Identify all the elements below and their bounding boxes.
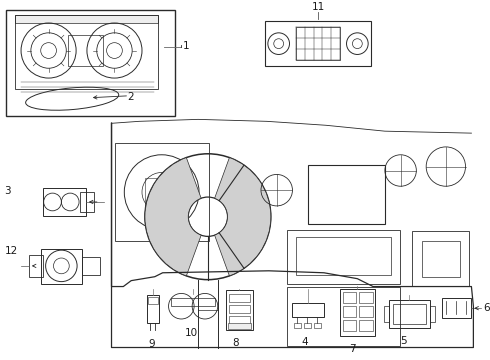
Bar [41,249,82,284]
Bar [430,306,435,322]
Bar [314,323,321,328]
Bar [82,257,100,275]
Bar [393,304,426,324]
Bar [228,305,250,313]
Bar [304,323,311,328]
Bar [442,298,471,318]
Bar [343,292,356,303]
Bar [227,323,251,329]
Text: 9: 9 [148,339,154,348]
Bar [293,303,324,317]
Bar [228,294,250,302]
Text: 12: 12 [4,246,18,256]
Bar [287,287,400,346]
Bar [228,316,250,324]
Bar [359,306,373,317]
Bar [308,165,385,224]
Bar [359,320,373,331]
Bar [15,15,158,89]
Text: 2: 2 [127,92,134,102]
Text: 5: 5 [401,336,407,346]
Bar [413,231,469,285]
Bar [287,230,400,284]
Text: 8: 8 [232,338,239,348]
Text: 10: 10 [185,328,198,338]
Bar [340,288,375,336]
Bar [145,178,178,206]
Bar [6,10,175,116]
Bar [343,320,356,331]
Bar [343,306,356,317]
Text: 1: 1 [183,41,190,51]
Bar [265,21,371,66]
Bar [294,323,301,328]
Bar [116,143,209,241]
Bar [148,297,158,304]
Text: 6: 6 [483,303,490,313]
Bar [422,241,460,277]
Bar [68,35,103,66]
Text: 11: 11 [312,2,325,12]
Text: 7: 7 [349,343,356,354]
Bar [384,306,389,322]
Bar [359,292,373,303]
Bar [389,300,430,328]
Bar [225,291,253,330]
Text: 3: 3 [4,186,11,196]
Bar [29,255,43,277]
Wedge shape [145,158,201,276]
Bar [296,237,391,275]
Bar [296,27,340,60]
Wedge shape [215,158,271,276]
Polygon shape [15,15,158,23]
Bar [172,298,215,306]
Bar [80,192,94,212]
Bar [43,188,86,216]
Text: 4: 4 [301,337,308,347]
Bar [147,296,159,323]
